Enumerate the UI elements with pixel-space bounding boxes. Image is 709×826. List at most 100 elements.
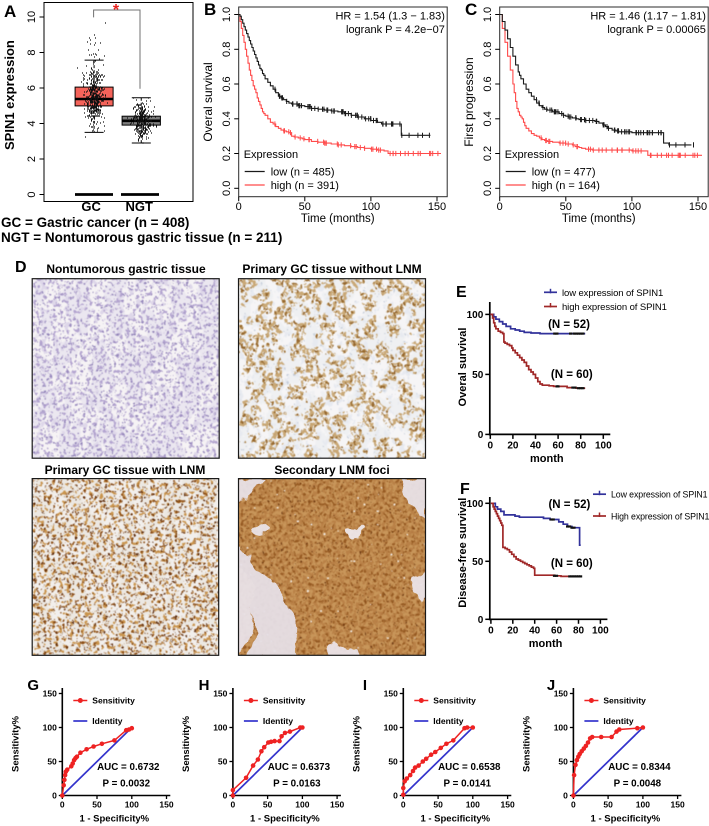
svg-text:60: 60 xyxy=(553,440,565,451)
svg-text:100: 100 xyxy=(362,201,380,213)
svg-text:0: 0 xyxy=(563,791,568,801)
svg-text:100: 100 xyxy=(592,625,609,636)
svg-text:1 - Specificity%: 1 - Specificity% xyxy=(420,814,490,825)
svg-text:2: 2 xyxy=(26,156,38,162)
svg-text:Secondary LNM foci: Secondary LNM foci xyxy=(274,463,389,477)
svg-text:Primary GC tissue with LNM: Primary GC tissue with LNM xyxy=(45,463,206,477)
svg-text:100: 100 xyxy=(595,440,612,451)
svg-text:high expression of SPIN1: high expression of SPIN1 xyxy=(562,302,667,313)
svg-text:First progression: First progression xyxy=(462,57,476,146)
svg-text:logrank P = 4.2e−07: logrank P = 4.2e−07 xyxy=(346,24,445,36)
svg-text:0.6: 0.6 xyxy=(482,76,494,91)
svg-text:0: 0 xyxy=(401,800,406,810)
svg-text:0: 0 xyxy=(52,791,57,801)
svg-text:150: 150 xyxy=(428,201,446,213)
svg-text:logrank P = 0.00065: logrank P = 0.00065 xyxy=(607,24,706,36)
svg-text:0: 0 xyxy=(393,791,398,801)
svg-text:Identity: Identity xyxy=(603,716,633,726)
svg-text:100: 100 xyxy=(636,800,650,810)
svg-text:0.2: 0.2 xyxy=(482,146,494,161)
svg-text:0: 0 xyxy=(60,800,65,810)
svg-text:Identity: Identity xyxy=(263,716,293,726)
svg-text:J: J xyxy=(547,677,555,694)
svg-text:20: 20 xyxy=(507,625,519,636)
svg-text:AUC = 0.6373: AUC = 0.6373 xyxy=(268,762,331,773)
svg-text:50: 50 xyxy=(92,800,102,810)
svg-text:Nontumorous gastric tissue: Nontumorous gastric tissue xyxy=(46,262,206,276)
svg-text:80: 80 xyxy=(575,440,587,451)
svg-text:E: E xyxy=(456,284,467,301)
svg-text:0: 0 xyxy=(231,800,236,810)
svg-text:100: 100 xyxy=(466,800,480,810)
svg-text:I: I xyxy=(363,677,367,694)
svg-text:4: 4 xyxy=(26,120,38,126)
svg-text:(N = 60): (N = 60) xyxy=(551,369,593,381)
svg-text:0: 0 xyxy=(223,791,228,801)
svg-text:P = 0.0163: P = 0.0163 xyxy=(273,779,321,790)
svg-text:Sensitivity%: Sensitivity% xyxy=(10,715,21,772)
svg-text:AUC = 0.6732: AUC = 0.6732 xyxy=(97,762,160,773)
svg-text:0.0: 0.0 xyxy=(482,181,494,196)
svg-text:150: 150 xyxy=(501,800,515,810)
svg-text:50: 50 xyxy=(603,800,613,810)
svg-text:Identity: Identity xyxy=(92,716,122,726)
svg-text:50: 50 xyxy=(218,757,228,767)
svg-text:*: * xyxy=(113,2,120,19)
svg-text:B: B xyxy=(204,0,216,19)
svg-text:50: 50 xyxy=(560,201,572,213)
svg-text:150: 150 xyxy=(554,689,568,699)
svg-text:P = 0.0141: P = 0.0141 xyxy=(444,779,492,790)
svg-text:0: 0 xyxy=(26,191,38,197)
svg-text:AUC = 0.8344: AUC = 0.8344 xyxy=(608,762,671,773)
svg-text:0: 0 xyxy=(488,440,494,451)
svg-text:Sensitivity: Sensitivity xyxy=(433,696,476,706)
svg-text:100: 100 xyxy=(43,723,57,733)
svg-text:80: 80 xyxy=(573,625,585,636)
svg-text:low (n = 485): low (n = 485) xyxy=(271,167,335,179)
svg-text:6: 6 xyxy=(26,85,38,91)
svg-text:50: 50 xyxy=(472,557,484,568)
svg-text:100: 100 xyxy=(554,723,568,733)
svg-text:20: 20 xyxy=(507,440,519,451)
svg-text:1 - Specificity%: 1 - Specificity% xyxy=(79,814,149,825)
svg-text:HR = 1.46 (1.17 − 1.81): HR = 1.46 (1.17 − 1.81) xyxy=(590,11,706,23)
svg-text:F: F xyxy=(460,481,470,498)
svg-text:(N = 52): (N = 52) xyxy=(548,319,590,331)
svg-text:40: 40 xyxy=(529,625,541,636)
svg-text:0.4: 0.4 xyxy=(221,111,233,126)
svg-text:50: 50 xyxy=(47,757,57,767)
svg-text:High expression of SPIN1: High expression of SPIN1 xyxy=(611,512,709,522)
svg-text:150: 150 xyxy=(43,689,57,699)
svg-text:Sensitivity%: Sensitivity% xyxy=(181,715,192,772)
svg-text:100: 100 xyxy=(384,723,398,733)
svg-text:0.8: 0.8 xyxy=(221,42,233,57)
svg-text:HR = 1.54 (1.3 − 1.83): HR = 1.54 (1.3 − 1.83) xyxy=(335,11,444,23)
svg-text:1.0: 1.0 xyxy=(221,7,233,22)
svg-text:(N = 60): (N = 60) xyxy=(551,558,593,570)
svg-text:100: 100 xyxy=(125,800,139,810)
svg-text:150: 150 xyxy=(159,800,173,810)
svg-text:40: 40 xyxy=(530,440,542,451)
svg-text:0: 0 xyxy=(236,201,242,213)
svg-text:1 - Specificity%: 1 - Specificity% xyxy=(591,814,661,825)
svg-text:GC = Gastric cancer (n = 408): GC = Gastric cancer (n = 408) xyxy=(1,215,189,230)
svg-text:Sensitivity%: Sensitivity% xyxy=(521,715,532,772)
svg-text:SPIN1 expression: SPIN1 expression xyxy=(2,40,17,150)
svg-text:C: C xyxy=(465,0,477,19)
svg-text:A: A xyxy=(4,2,16,21)
svg-text:Sensitivity: Sensitivity xyxy=(603,696,646,706)
svg-text:10: 10 xyxy=(26,11,38,23)
svg-text:low expression of SPIN1: low expression of SPIN1 xyxy=(562,288,663,299)
svg-text:50: 50 xyxy=(558,757,568,767)
svg-text:0.4: 0.4 xyxy=(482,111,494,126)
svg-text:Expression: Expression xyxy=(505,149,559,161)
svg-text:60: 60 xyxy=(551,625,563,636)
svg-text:month: month xyxy=(529,638,563,650)
svg-text:P = 0.0048: P = 0.0048 xyxy=(614,779,662,790)
svg-text:0.0: 0.0 xyxy=(221,181,233,196)
svg-text:AUC = 0.6538: AUC = 0.6538 xyxy=(438,762,501,773)
svg-text:GC: GC xyxy=(81,199,101,214)
svg-text:Low expression of SPIN1: Low expression of SPIN1 xyxy=(611,490,708,500)
svg-text:0.8: 0.8 xyxy=(482,42,494,57)
svg-text:0: 0 xyxy=(497,201,503,213)
